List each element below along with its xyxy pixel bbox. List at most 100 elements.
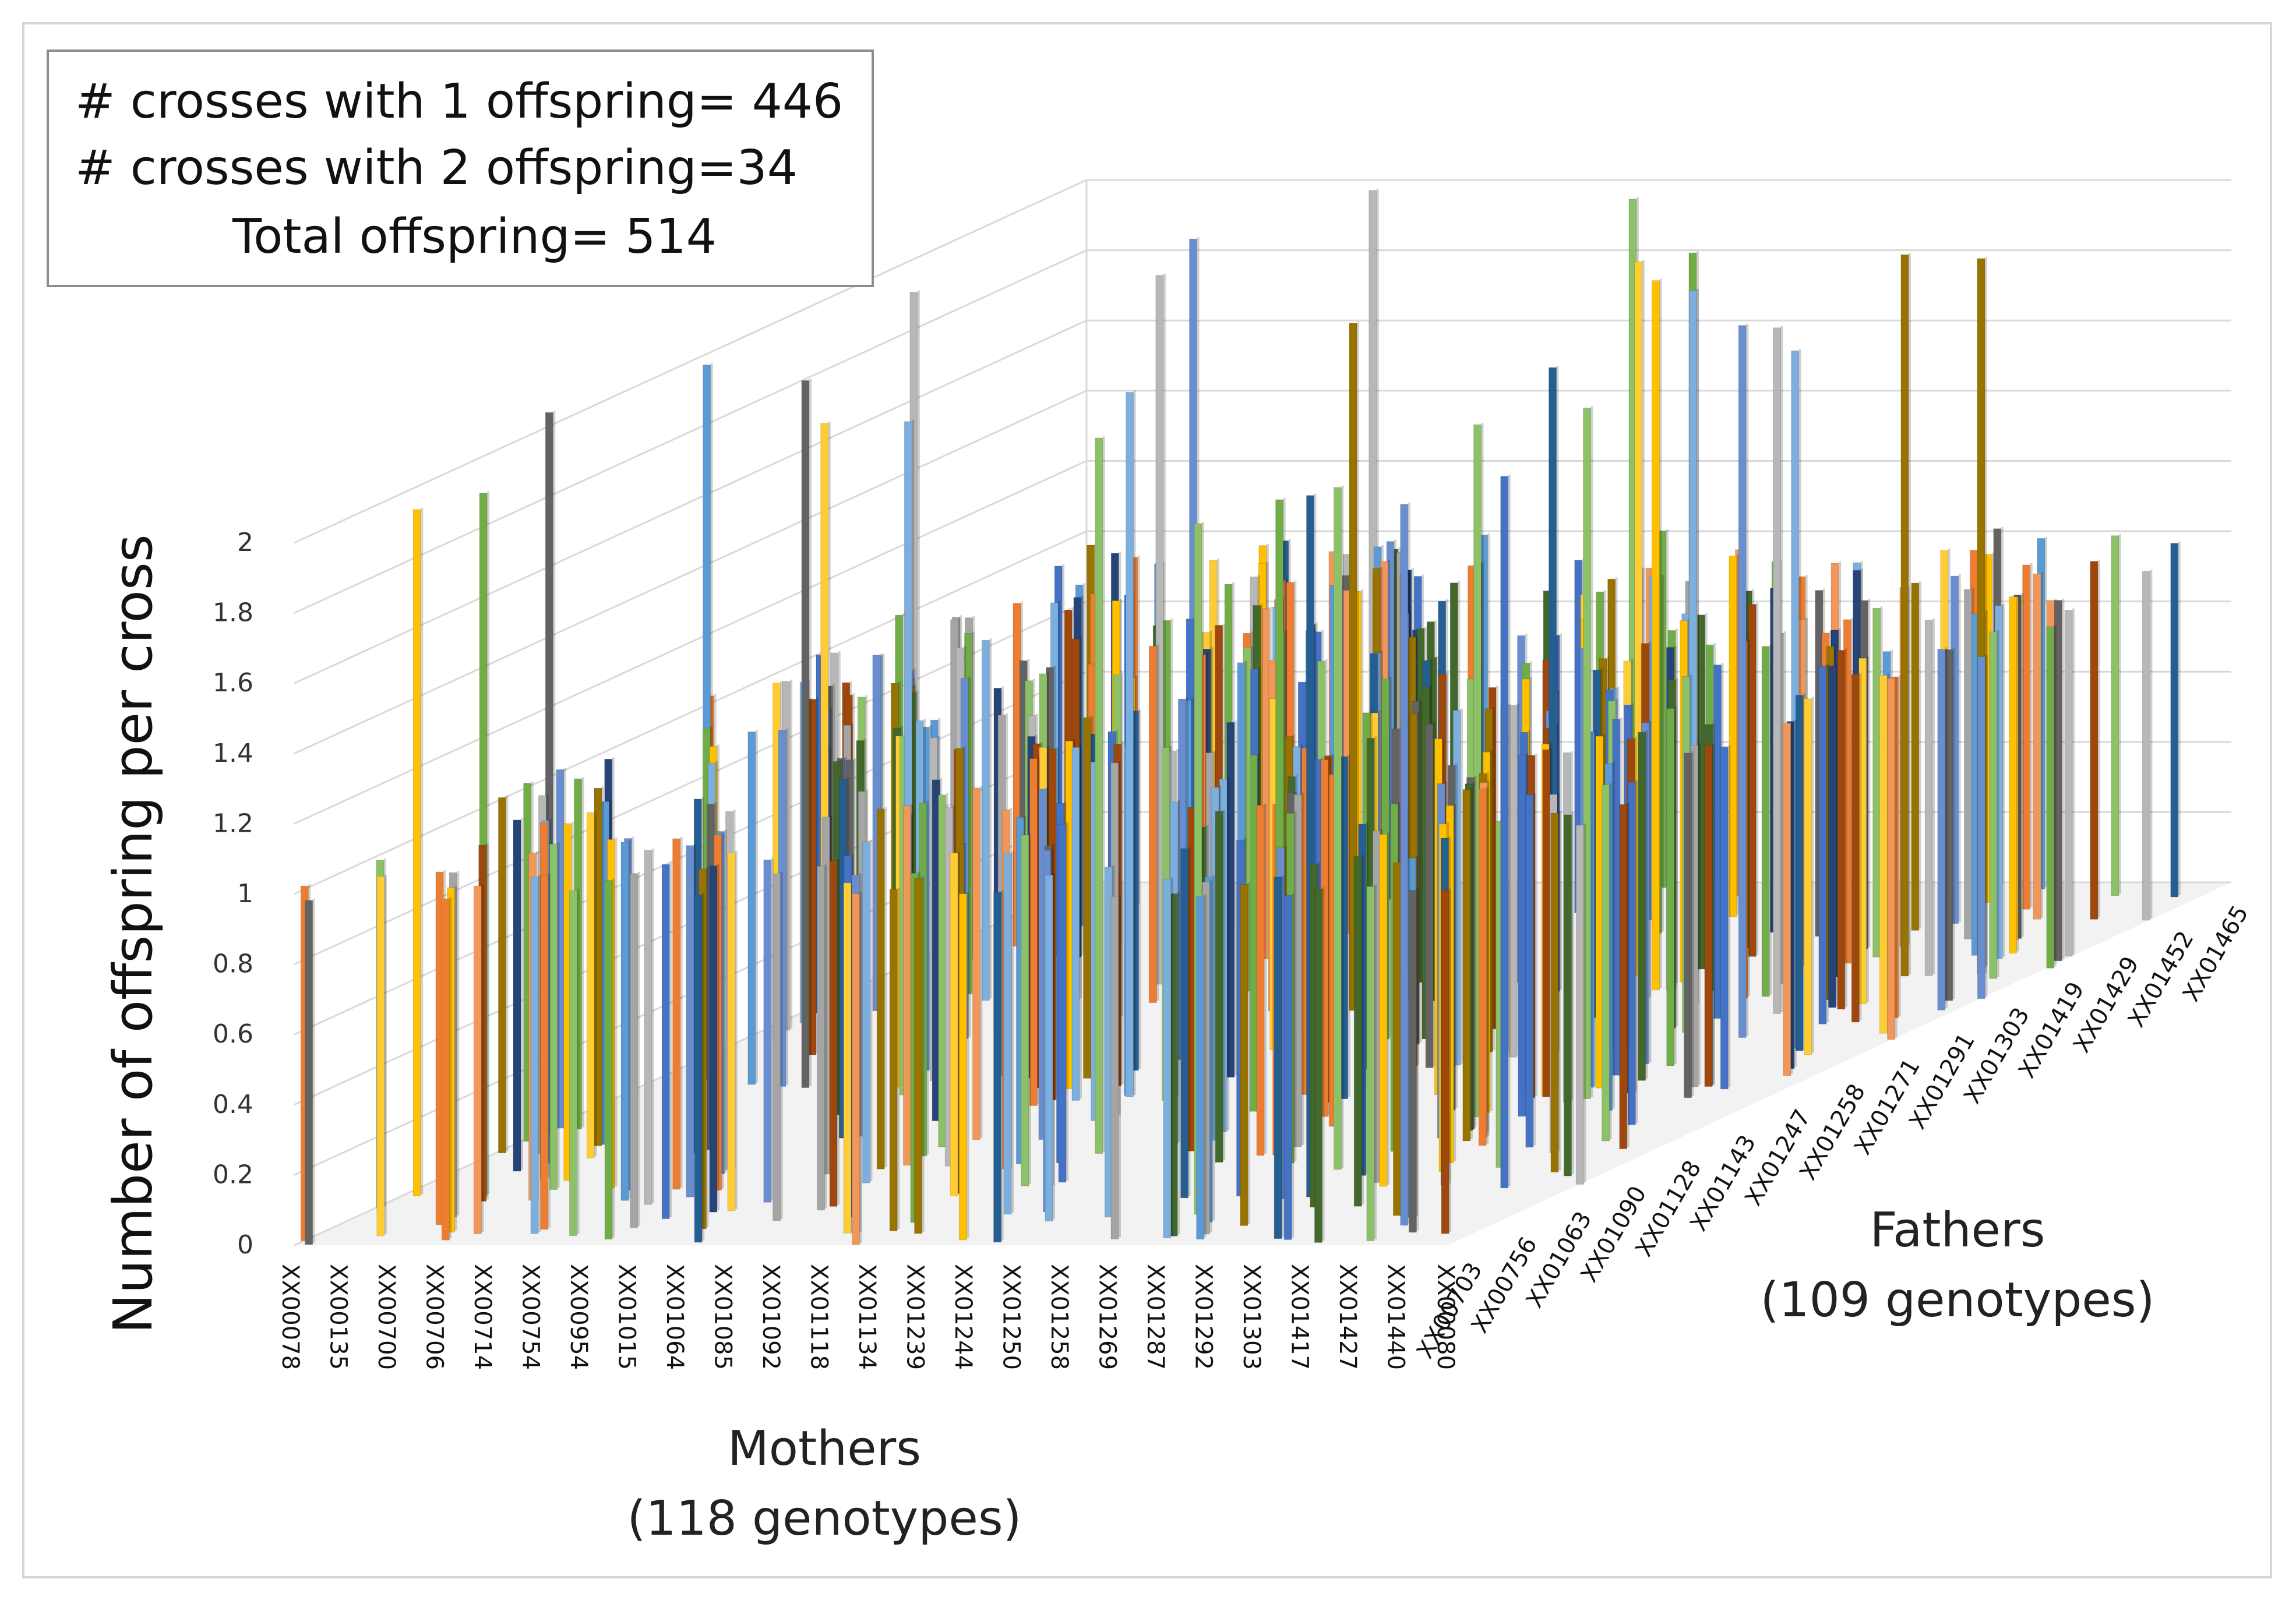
column-side (1486, 787, 1489, 1144)
column (1795, 695, 1804, 1051)
mother-tick-label: XX01085 (710, 1264, 736, 1370)
column-side (1260, 603, 1263, 965)
column (851, 893, 860, 1245)
column (1256, 804, 1265, 1156)
column-side (1302, 793, 1304, 1145)
column (801, 380, 810, 1089)
column-side (1642, 260, 1645, 974)
column-side (383, 858, 386, 1207)
column (1627, 782, 1636, 1125)
column (2111, 535, 2119, 896)
mother-tick-label: XX01134 (853, 1264, 880, 1370)
column-side (1811, 697, 1814, 1053)
column-side (980, 786, 983, 1138)
column (1314, 888, 1322, 1243)
mother-tick-label: XX01092 (757, 1264, 784, 1370)
column-side (897, 887, 900, 1230)
column-side (1177, 800, 1180, 1142)
column (1083, 717, 1092, 1079)
column (773, 873, 781, 1221)
column-side (487, 491, 490, 1195)
column (672, 838, 681, 1190)
column-side (1356, 321, 1359, 1009)
column-side (1080, 637, 1082, 998)
column-side (912, 419, 915, 1110)
column-side (721, 833, 724, 1189)
column-side (1481, 423, 1484, 1115)
column (1837, 649, 1846, 1010)
column-side (1121, 673, 1124, 1017)
column (1425, 723, 1434, 1068)
column-side (1445, 599, 1448, 946)
column-side (958, 851, 961, 1195)
mother-tick-label: XX01239 (902, 1264, 929, 1370)
column-side (790, 679, 793, 1029)
column-side (1449, 888, 1452, 1232)
column-side (1454, 804, 1456, 1161)
column-side (1170, 877, 1173, 1236)
column-side (1958, 574, 1961, 922)
column-side (1794, 719, 1797, 1067)
column (1937, 648, 1946, 1011)
column (473, 885, 482, 1234)
column-side (1895, 676, 1898, 1038)
column-side (1081, 595, 1084, 956)
column-side (669, 863, 672, 1217)
column-side (1826, 663, 1829, 1023)
column-side (2072, 608, 2075, 955)
column (889, 889, 898, 1231)
mothers-axis-title-line1: Mothers (728, 1421, 921, 1476)
column (604, 880, 613, 1240)
column-side (702, 893, 705, 1241)
column-side (706, 867, 709, 1227)
column-side (1433, 722, 1436, 1066)
column-side (1698, 743, 1701, 1085)
y-tick-label: 0.4 (213, 1090, 253, 1119)
column (513, 819, 521, 1172)
column (1619, 804, 1628, 1150)
column (1095, 437, 1103, 1154)
column-side (809, 379, 812, 1086)
column-side (1482, 561, 1484, 921)
column (1029, 758, 1038, 1106)
column (540, 875, 549, 1230)
column (2170, 543, 2179, 898)
column-side (454, 885, 457, 1231)
column-side (2097, 559, 2100, 918)
column (2046, 626, 2055, 969)
y-tick-label: 1.6 (213, 668, 253, 698)
column-side (1283, 497, 1286, 1181)
column (903, 805, 912, 1166)
mother-tick-label: XX00700 (373, 1264, 400, 1370)
column-side (1557, 793, 1560, 1151)
column-side (1362, 854, 1364, 1205)
column-side (1282, 875, 1285, 1237)
column (498, 797, 506, 1154)
column-side (553, 411, 556, 1132)
column-side (680, 836, 683, 1188)
column-side (1609, 783, 1612, 1140)
column (1126, 392, 1134, 1097)
column (1110, 896, 1119, 1239)
column-side (1558, 811, 1561, 1171)
column-side (735, 851, 738, 1209)
column-side (1756, 602, 1759, 955)
column-side (2054, 624, 2057, 967)
column (1163, 878, 1172, 1238)
column-side (548, 874, 551, 1228)
column (2064, 610, 2073, 957)
column-side (1844, 648, 1847, 1008)
column (1366, 886, 1375, 1242)
column-side (1649, 720, 1652, 1062)
column-side (506, 796, 509, 1151)
column-side (1583, 823, 1586, 1183)
column-side (1058, 600, 1061, 954)
column (1900, 254, 1909, 977)
column (1333, 487, 1342, 1170)
column-side (1455, 764, 1458, 1109)
column-side (1188, 846, 1191, 1196)
column-side (859, 892, 862, 1243)
column (2033, 573, 2041, 920)
column-side (457, 871, 460, 1216)
column-side (989, 638, 992, 999)
